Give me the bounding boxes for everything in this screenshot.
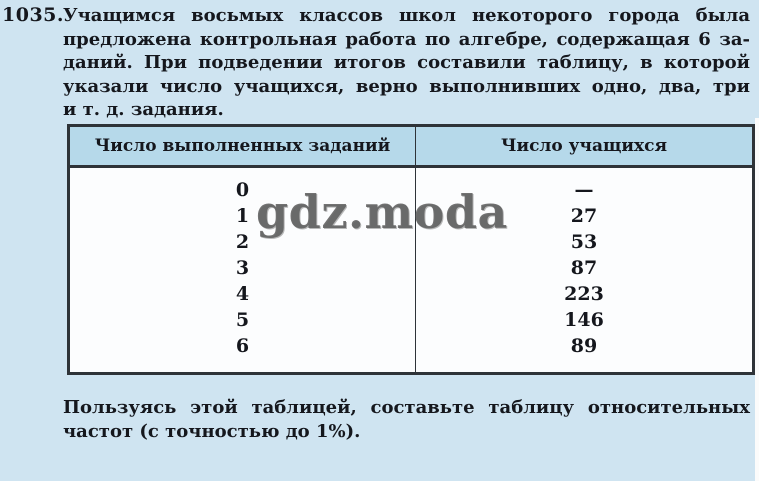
students-cell: 27 xyxy=(570,205,598,227)
page-edge-margin xyxy=(755,118,759,481)
students-cell: 146 xyxy=(564,309,604,331)
followup-line: частот (с точностью до 1%). xyxy=(63,420,361,442)
table-row: 6 89 xyxy=(68,333,754,374)
table-row: 1 27 xyxy=(68,203,754,229)
column-header-students: Число учащихся xyxy=(415,125,754,168)
tasks-cell: 6 xyxy=(68,333,416,374)
table-row: 4 223 xyxy=(68,281,754,307)
table-header-row: Число выполненных заданий Число учащихся xyxy=(68,125,754,168)
followup-instruction: Пользуясь этой таблицей, составьте табли… xyxy=(63,396,750,443)
students-cell: — xyxy=(574,179,594,201)
problem-statement-line: Учащимся восьмых классов школ некоторого… xyxy=(63,5,750,26)
table-row: 3 87 xyxy=(68,255,754,281)
students-cell: 89 xyxy=(570,335,598,357)
table-row: 5 146 xyxy=(68,307,754,333)
tasks-cell: 1 xyxy=(68,203,416,229)
tasks-cell: 3 xyxy=(68,255,416,281)
students-cell: 87 xyxy=(570,257,598,279)
problem-number: 1035. xyxy=(2,4,64,26)
column-header-tasks: Число выполненных заданий xyxy=(68,125,416,168)
problem-statement: Учащимся восьмых классов школ некоторого… xyxy=(63,4,750,122)
students-cell: 53 xyxy=(570,231,598,253)
problem-statement-line: даний. При подведении итогов составили т… xyxy=(63,52,750,73)
problem-statement-line: и т. д. задания. xyxy=(63,99,224,120)
tasks-cell: 2 xyxy=(68,229,416,255)
table-row: 0 — xyxy=(68,166,754,203)
table-row: 2 53 xyxy=(68,229,754,255)
problem-statement-line: указали число учащихся, верно выполнивши… xyxy=(63,75,750,97)
tasks-cell: 4 xyxy=(68,281,416,307)
frequency-table: Число выполненных заданий Число учащихся… xyxy=(67,124,755,375)
watermark: gdz.moda xyxy=(256,185,508,239)
problem-statement-line: предложена контрольная работа по алгебре… xyxy=(63,28,750,50)
followup-line: Пользуясь этой таблицей, составьте табли… xyxy=(63,397,750,418)
tasks-cell: 0 xyxy=(68,166,416,203)
students-cell: 223 xyxy=(564,283,604,305)
tasks-cell: 5 xyxy=(68,307,416,333)
